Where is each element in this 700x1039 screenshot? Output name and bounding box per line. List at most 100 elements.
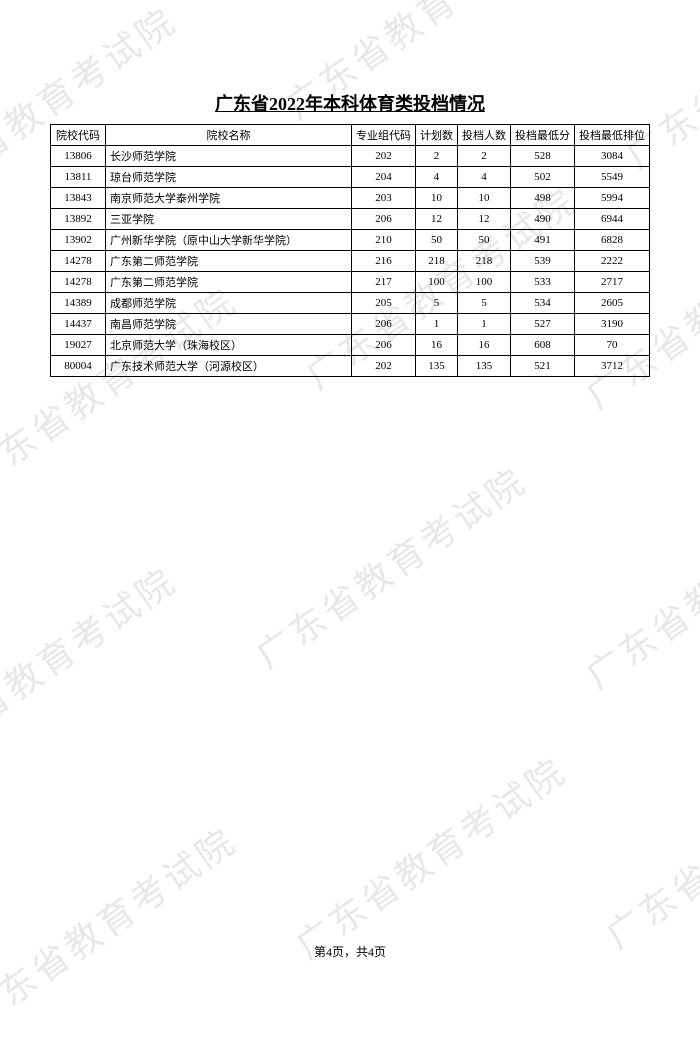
table-cell: 1 [458, 314, 511, 335]
watermark: 广东省教育考试院 [244, 453, 536, 679]
table-cell: 广东第二师范学院 [106, 272, 352, 293]
table-cell: 14278 [51, 272, 106, 293]
table-cell: 成都师范学院 [106, 293, 352, 314]
table-cell: 10 [416, 188, 458, 209]
table-cell: 14389 [51, 293, 106, 314]
table-cell: 202 [352, 146, 416, 167]
watermark: 广东省教育考试院 [284, 743, 576, 969]
table-row: 14389成都师范学院205555342605 [51, 293, 650, 314]
table-cell: 608 [511, 335, 575, 356]
table-cell: 100 [458, 272, 511, 293]
table-header-cell: 投档最低分 [511, 125, 575, 146]
table-row: 19027北京师范大学（珠海校区）206161660870 [51, 335, 650, 356]
table-row: 13892三亚学院20612124906944 [51, 209, 650, 230]
watermark: 广东省教育考试院 [594, 733, 700, 959]
table-row: 13902广州新华学院（原中山大学新华学院）21050504916828 [51, 230, 650, 251]
table-row: 13811琼台师范学院204445025549 [51, 167, 650, 188]
table-cell: 490 [511, 209, 575, 230]
table-header-cell: 投档人数 [458, 125, 511, 146]
table-cell: 5 [458, 293, 511, 314]
watermark: 广东省教育考试院 [574, 473, 700, 699]
table-cell: 206 [352, 335, 416, 356]
table-cell: 135 [458, 356, 511, 377]
table-cell: 6828 [575, 230, 650, 251]
table-cell: 2222 [575, 251, 650, 272]
table-cell: 13811 [51, 167, 106, 188]
table-cell: 533 [511, 272, 575, 293]
table-cell: 5 [416, 293, 458, 314]
table-cell: 14278 [51, 251, 106, 272]
table-cell: 2605 [575, 293, 650, 314]
table-cell: 12 [416, 209, 458, 230]
table-header-row: 院校代码院校名称专业组代码计划数投档人数投档最低分投档最低排位 [51, 125, 650, 146]
watermark: 广东省教育考试院 [0, 813, 246, 1039]
table-cell: 206 [352, 209, 416, 230]
table-cell: 217 [352, 272, 416, 293]
page-footer: 第4页，共4页 [0, 943, 700, 960]
table-cell: 16 [416, 335, 458, 356]
table-header-cell: 专业组代码 [352, 125, 416, 146]
table-cell: 539 [511, 251, 575, 272]
table-cell: 498 [511, 188, 575, 209]
table-body: 13806长沙师范学院20222528308413811琼台师范学院204445… [51, 146, 650, 377]
table-cell: 13892 [51, 209, 106, 230]
table-cell: 210 [352, 230, 416, 251]
table-cell: 2 [416, 146, 458, 167]
table-cell: 502 [511, 167, 575, 188]
table-cell: 205 [352, 293, 416, 314]
table-cell: 北京师范大学（珠海校区） [106, 335, 352, 356]
watermark: 广东省教育考试院 [0, 553, 186, 779]
table-cell: 216 [352, 251, 416, 272]
table-cell: 琼台师范学院 [106, 167, 352, 188]
table-cell: 广东技术师范大学（河源校区） [106, 356, 352, 377]
table-row: 13843南京师范大学泰州学院20310104985994 [51, 188, 650, 209]
table-cell: 1 [416, 314, 458, 335]
table-cell: 3712 [575, 356, 650, 377]
table-cell: 4 [458, 167, 511, 188]
table-cell: 16 [458, 335, 511, 356]
table-cell: 218 [458, 251, 511, 272]
table-cell: 广东第二师范学院 [106, 251, 352, 272]
table-row: 80004广东技术师范大学（河源校区）2021351355213712 [51, 356, 650, 377]
table-cell: 534 [511, 293, 575, 314]
table-cell: 5549 [575, 167, 650, 188]
table-cell: 3084 [575, 146, 650, 167]
table-cell: 528 [511, 146, 575, 167]
table-cell: 100 [416, 272, 458, 293]
table-cell: 13902 [51, 230, 106, 251]
table-row: 13806长沙师范学院202225283084 [51, 146, 650, 167]
table-cell: 70 [575, 335, 650, 356]
table-cell: 3190 [575, 314, 650, 335]
table-cell: 14437 [51, 314, 106, 335]
table-cell: 三亚学院 [106, 209, 352, 230]
table-cell: 广州新华学院（原中山大学新华学院） [106, 230, 352, 251]
table-cell: 204 [352, 167, 416, 188]
table-cell: 10 [458, 188, 511, 209]
data-table: 院校代码院校名称专业组代码计划数投档人数投档最低分投档最低排位 13806长沙师… [50, 124, 650, 377]
table-cell: 527 [511, 314, 575, 335]
table-cell: 80004 [51, 356, 106, 377]
table-cell: 4 [416, 167, 458, 188]
table-cell: 13806 [51, 146, 106, 167]
table-cell: 南京师范大学泰州学院 [106, 188, 352, 209]
table-header-cell: 投档最低排位 [575, 125, 650, 146]
table-cell: 12 [458, 209, 511, 230]
table-cell: 50 [458, 230, 511, 251]
table-cell: 50 [416, 230, 458, 251]
table-header-cell: 院校名称 [106, 125, 352, 146]
table-cell: 13843 [51, 188, 106, 209]
table-cell: 长沙师范学院 [106, 146, 352, 167]
table-cell: 6944 [575, 209, 650, 230]
table-cell: 521 [511, 356, 575, 377]
table-cell: 135 [416, 356, 458, 377]
table-cell: 491 [511, 230, 575, 251]
table-cell: 202 [352, 356, 416, 377]
table-row: 14278广东第二师范学院2171001005332717 [51, 272, 650, 293]
table-header-cell: 计划数 [416, 125, 458, 146]
table-cell: 5994 [575, 188, 650, 209]
table-cell: 南昌师范学院 [106, 314, 352, 335]
table-cell: 2717 [575, 272, 650, 293]
table-row: 14437南昌师范学院206115273190 [51, 314, 650, 335]
table-cell: 19027 [51, 335, 106, 356]
table-cell: 203 [352, 188, 416, 209]
